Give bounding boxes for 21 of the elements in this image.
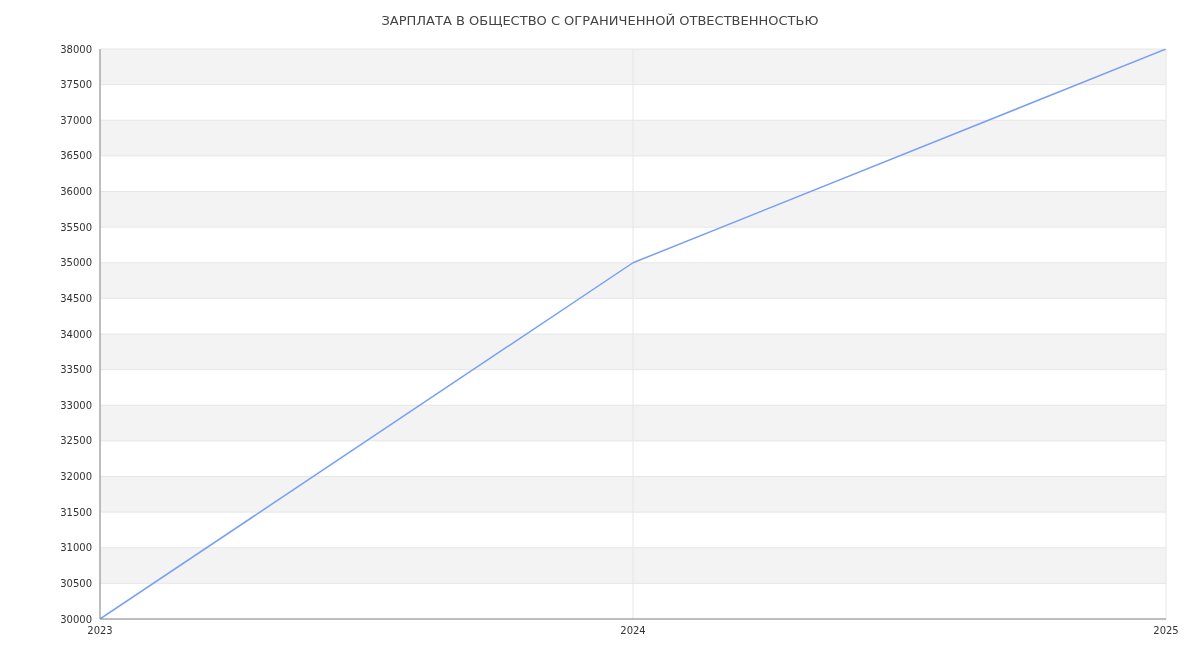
y-tick-label: 33500 <box>60 364 92 376</box>
y-tick-label: 36500 <box>60 150 92 162</box>
y-tick-label: 37500 <box>60 79 92 91</box>
x-tick-label: 2024 <box>620 625 646 637</box>
y-tick-label: 35500 <box>60 221 92 233</box>
y-tick-label: 37000 <box>60 114 92 126</box>
y-tick-label: 31000 <box>60 542 92 554</box>
y-tick-label: 34500 <box>60 292 92 304</box>
y-tick-label: 38000 <box>60 43 92 55</box>
y-tick-label: 32500 <box>60 435 92 447</box>
y-tick-label: 34000 <box>60 328 92 340</box>
y-tick-label: 30500 <box>60 577 92 589</box>
y-tick-label: 36000 <box>60 186 92 198</box>
y-tick-label: 30000 <box>60 613 92 625</box>
x-tick-label: 2023 <box>87 625 113 637</box>
y-tick-label: 33000 <box>60 399 92 411</box>
chart-title: ЗАРПЛАТА В ОБЩЕСТВО С ОГРАНИЧЕННОЙ ОТВЕСТВЕННОСТЬЮ <box>380 12 820 30</box>
x-tick-label: 2025 <box>1153 625 1179 637</box>
y-tick-label: 32000 <box>60 471 92 483</box>
y-tick-label: 31500 <box>60 506 92 518</box>
y-tick-label: 35000 <box>60 257 92 269</box>
